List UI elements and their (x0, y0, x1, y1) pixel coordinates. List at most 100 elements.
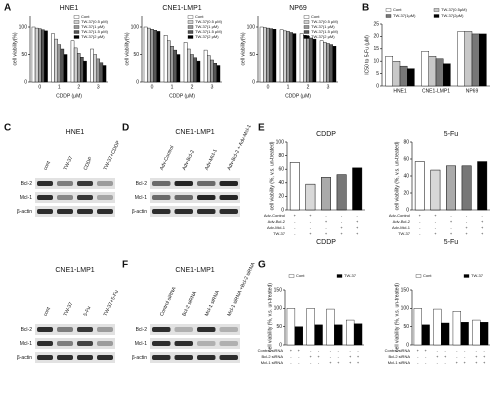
y-tick-label: 50 (249, 52, 255, 58)
treatment-mark: - (341, 219, 343, 224)
x-tick-label: 1 (171, 84, 174, 90)
y-tick-label: 0 (252, 79, 255, 85)
bar (299, 33, 304, 83)
blot-band (77, 195, 93, 200)
blot-strip (35, 324, 115, 335)
legend-swatch (415, 274, 422, 278)
bar (150, 29, 154, 83)
treatment-mark: + (475, 354, 478, 359)
blot-band (197, 181, 216, 186)
bar (414, 161, 425, 211)
treatment-mark: + (465, 231, 468, 236)
y-tick-label: 100 (247, 24, 256, 30)
treatment-mark: + (309, 231, 312, 236)
lane-label: Control siRNA (159, 286, 178, 318)
bar (472, 319, 481, 346)
blot-band (219, 181, 238, 186)
lane-label: Bcl-2 siRNA (181, 290, 198, 318)
blot-title: HNE1 (66, 129, 85, 136)
bar (63, 54, 68, 83)
panel-label: F (122, 260, 128, 271)
treatment-mark: - (476, 348, 478, 353)
treatment-label: Bcl-2 siRNA (388, 354, 410, 359)
bar (461, 165, 472, 211)
legend-swatch (303, 20, 310, 24)
bar (76, 53, 81, 83)
y-axis-label: cell viability(%) (124, 32, 130, 65)
blot-band (174, 181, 193, 186)
x-tick-label: 2 (191, 84, 194, 90)
legend-label: TW-37(0.5 μM) (311, 19, 339, 24)
blot-band (77, 327, 93, 332)
blot-band (152, 341, 171, 346)
bar (443, 63, 451, 87)
y-tick-label: 0 (279, 342, 282, 348)
treatment-mark: - (419, 225, 421, 230)
legend-swatch (187, 35, 194, 39)
treatment-label: Adv-Control (264, 213, 285, 218)
treatment-mark: - (417, 354, 419, 359)
blot-band (37, 355, 53, 360)
lane-label: 5-Fu (83, 305, 93, 317)
treatment-mark: - (450, 213, 452, 218)
treatment-mark: + (456, 360, 459, 365)
y-tick-label: 0 (24, 79, 27, 85)
treatment-label: Adv-Bcl-2 (393, 219, 411, 224)
legend-label: Cont (393, 7, 402, 12)
y-tick-label: 50 (403, 324, 409, 330)
bar (289, 162, 300, 211)
treatment-label: Adv-Mcl-1 (267, 225, 286, 230)
blot-band (57, 195, 73, 200)
bar (385, 56, 394, 87)
blot-strip (150, 338, 240, 349)
y-axis-label: cell viability(%) (12, 32, 18, 65)
x-axis-label: CDDP (μM) (56, 93, 82, 99)
legend-label: TW-37(1 μM) (195, 24, 219, 29)
bar (433, 308, 442, 346)
treatment-mark: + (340, 225, 343, 230)
lane-label: TW-37 (63, 301, 75, 317)
legend-swatch (187, 15, 194, 19)
blot-band (197, 195, 216, 200)
treatment-mark: - (456, 348, 458, 353)
legend-swatch (433, 8, 440, 12)
blot-band (77, 355, 93, 360)
blot-title: CNE1-LMP1 (55, 267, 94, 274)
bar (102, 65, 107, 83)
blot-band (197, 341, 216, 346)
bar (329, 44, 334, 83)
blot-band (77, 341, 93, 346)
treatment-mark: - (437, 348, 439, 353)
x-tick-label: NP69 (466, 88, 479, 94)
row-label: Mcl-1 (135, 195, 147, 201)
y-axis-label: IC50 to 5-Fu (μM) (364, 35, 370, 75)
bar (37, 28, 42, 83)
panel-label: E (258, 123, 265, 134)
bar (353, 323, 363, 346)
bar (90, 48, 94, 83)
treatment-mark: + (465, 225, 468, 230)
panel-label: D (122, 123, 129, 134)
treatment-mark: + (294, 213, 297, 218)
legend-swatch (336, 274, 343, 278)
treatment-mark: - (466, 219, 468, 224)
treatment-mark: + (356, 231, 359, 236)
blot-band (97, 355, 113, 360)
bar (303, 35, 307, 83)
chart-title: 5-Fu (444, 131, 459, 138)
treatment-mark: - (330, 354, 332, 359)
legend-label: TW-37(2 μM) (311, 34, 335, 39)
blot-band (197, 209, 216, 214)
treatment-label: Mcl-1 siRNA (388, 360, 411, 365)
blot-band (37, 209, 53, 214)
y-tick-label: 80 (403, 139, 409, 145)
blot-band (152, 327, 171, 332)
y-tick-label: 40 (403, 173, 409, 179)
bar (57, 44, 62, 83)
bar (213, 63, 218, 83)
bar (464, 31, 473, 87)
y-tick-label: 60 (278, 167, 284, 173)
treatment-mark: + (310, 354, 313, 359)
blot-band (152, 195, 171, 200)
legend-swatch (73, 25, 80, 29)
